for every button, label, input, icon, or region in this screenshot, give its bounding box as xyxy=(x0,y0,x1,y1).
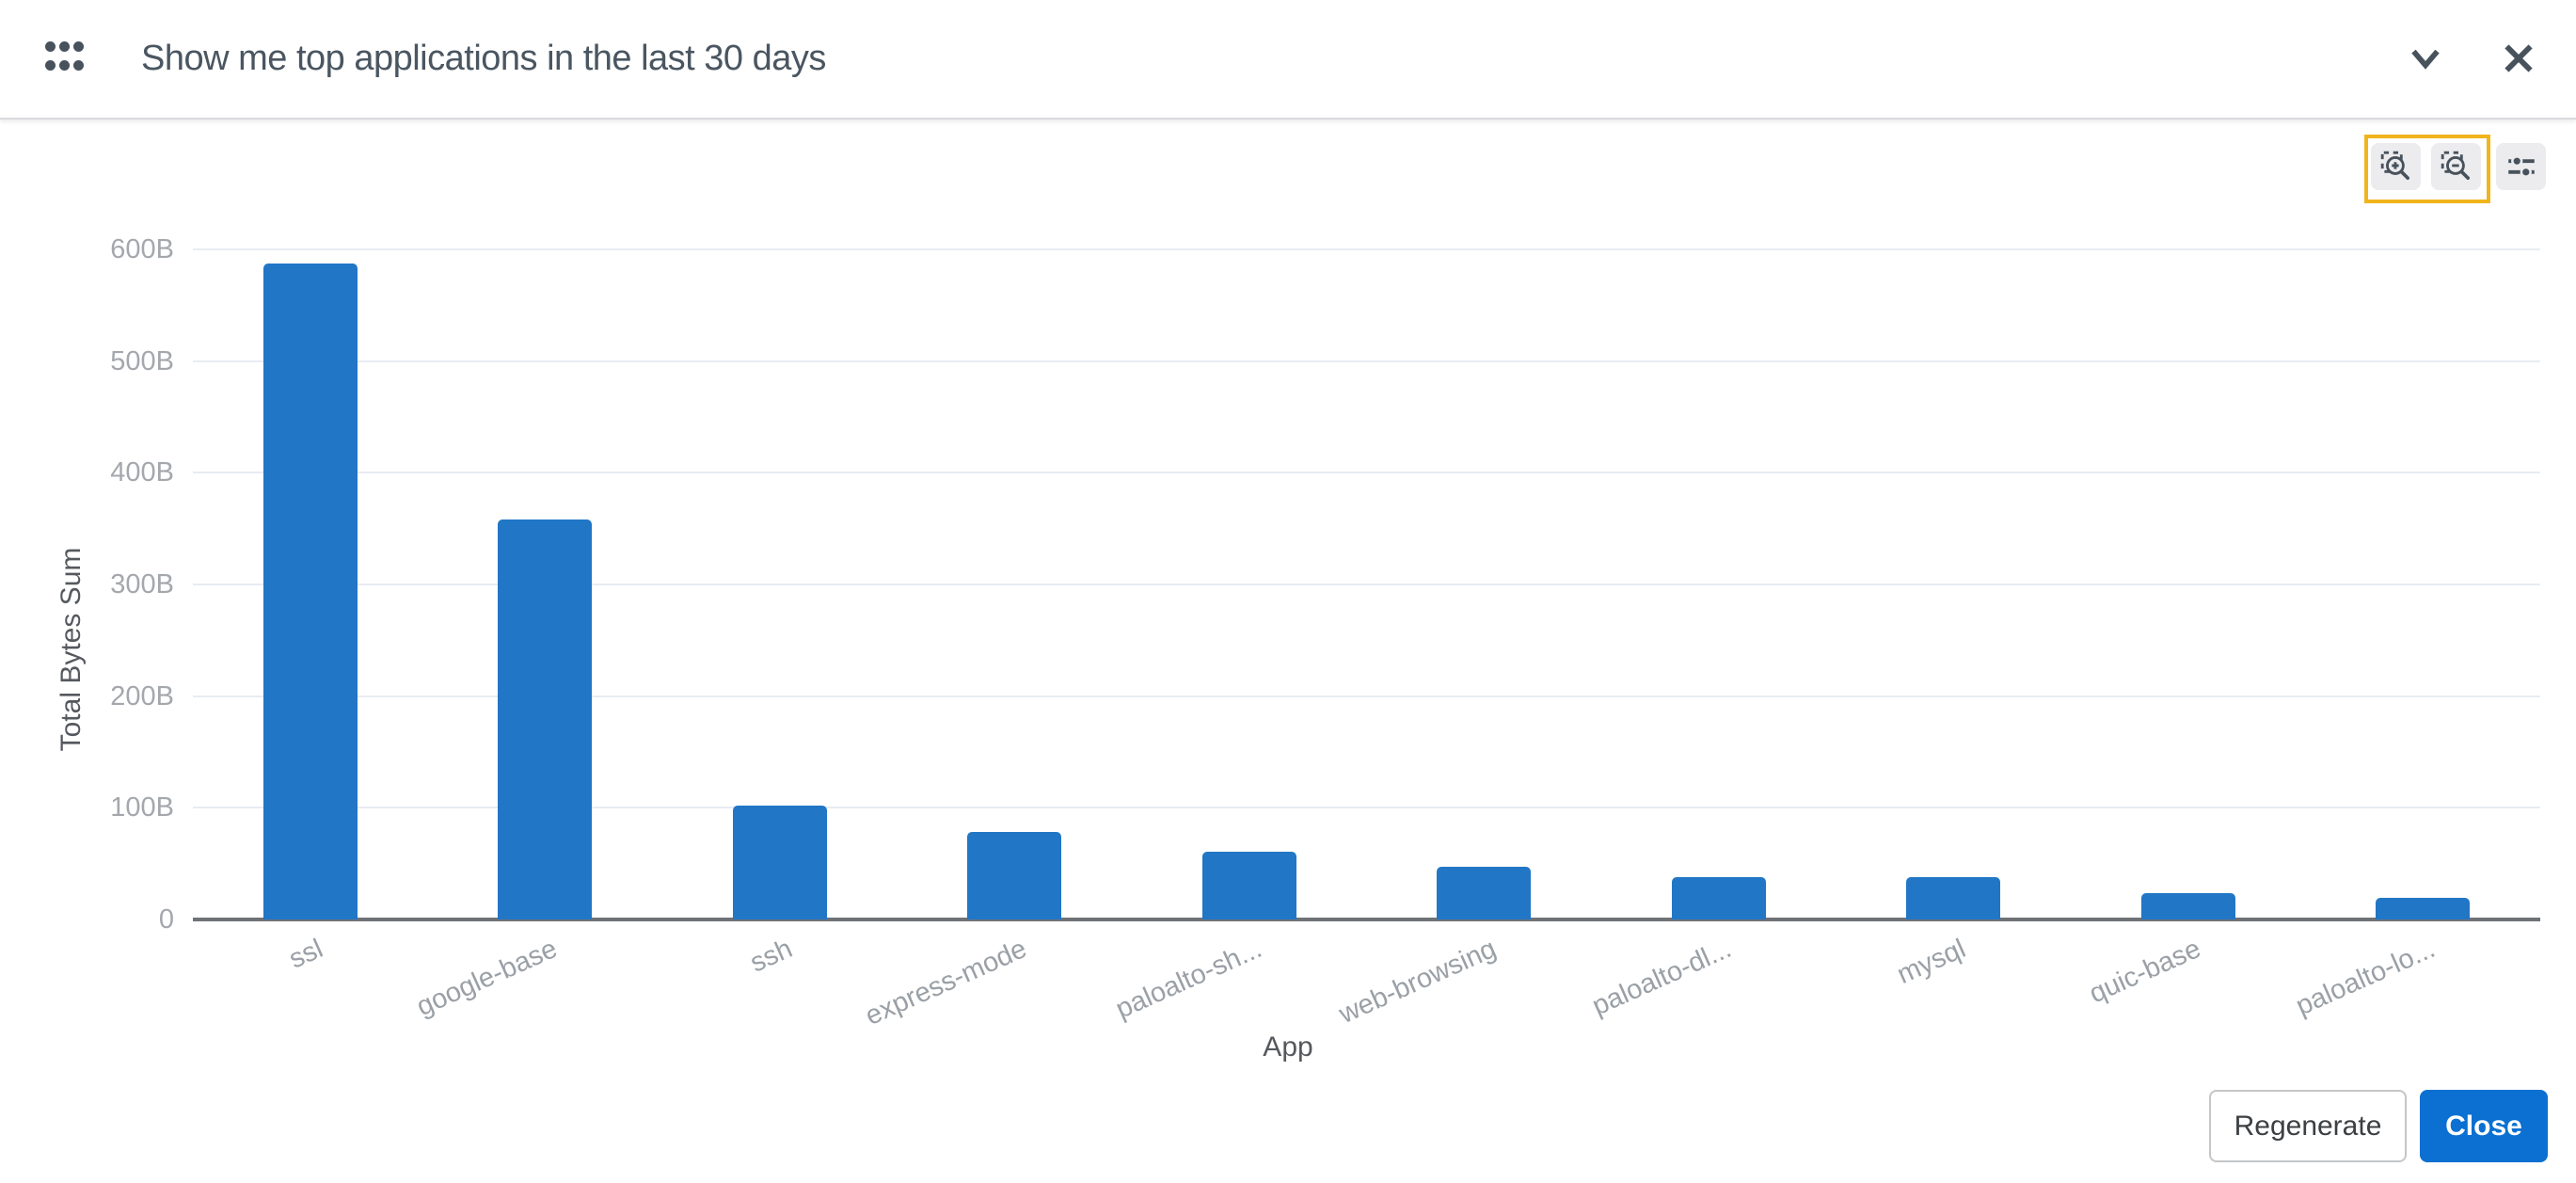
x-axis-tick-label: quic-base xyxy=(2084,934,2205,1010)
x-axis-tick-label: mysql xyxy=(1893,934,1971,991)
x-axis-tick-label: ssh xyxy=(745,934,797,979)
bar-paloalto-lo[interactable] xyxy=(2376,898,2471,919)
zoom-in-selection-icon xyxy=(2379,150,2413,184)
x-axis-tick-label: web-browsing xyxy=(1334,934,1502,1031)
gridline xyxy=(193,248,2540,250)
y-axis-tick-label: 100B xyxy=(110,792,174,823)
gridline xyxy=(193,695,2540,697)
bar-express-mode[interactable] xyxy=(967,832,1062,919)
dialog-title: Show me top applications in the last 30 … xyxy=(141,39,826,78)
y-axis-tick-label: 0 xyxy=(158,904,174,935)
dialog-header: Show me top applications in the last 30 … xyxy=(0,0,2576,120)
gridline xyxy=(193,807,2540,809)
plot-area xyxy=(193,248,2540,921)
zoom-out-selection-icon xyxy=(2440,150,2473,184)
y-axis-tick-label: 300B xyxy=(110,569,174,599)
bar-web-browsing[interactable] xyxy=(1437,867,1532,919)
x-axis-tick-label: paloalto-sh... xyxy=(1111,934,1266,1025)
bar-google-base[interactable] xyxy=(498,520,593,919)
gridline xyxy=(193,584,2540,585)
x-axis-tick-label: paloalto-dl... xyxy=(1587,934,1736,1022)
bar-mysql[interactable] xyxy=(1906,876,2001,919)
bar-quic-base[interactable] xyxy=(2140,892,2235,919)
close-icon xyxy=(2499,39,2538,78)
x-axis-tick-label: paloalto-lo... xyxy=(2291,934,2441,1022)
bar-paloalto-dl[interactable] xyxy=(1671,876,1766,919)
x-axis-line xyxy=(193,918,2540,921)
sliders-icon xyxy=(2504,150,2538,184)
bar-ssh[interactable] xyxy=(732,805,827,919)
close-dialog-button[interactable]: Close xyxy=(2420,1090,2548,1162)
bar-ssl[interactable] xyxy=(262,264,358,919)
x-axis-title: App xyxy=(1263,1031,1313,1063)
chart-settings-button[interactable] xyxy=(2496,143,2546,190)
dialog-close-button[interactable] xyxy=(2489,28,2549,88)
y-axis-tick-label: 600B xyxy=(110,234,174,264)
y-axis-tick-label: 200B xyxy=(110,680,174,711)
gridline xyxy=(193,472,2540,474)
y-axis-tick-label: 500B xyxy=(110,345,174,376)
bar-paloalto-sh[interactable] xyxy=(1201,851,1296,919)
zoom-in-button[interactable] xyxy=(2371,143,2421,190)
grid-dots-icon[interactable] xyxy=(45,41,84,71)
x-axis-tick-label: express-mode xyxy=(861,934,1032,1031)
gridline xyxy=(193,360,2540,362)
zoom-buttons-highlight xyxy=(2364,135,2490,203)
zoom-out-button[interactable] xyxy=(2431,143,2481,190)
chevron-down-icon xyxy=(2404,37,2447,80)
y-axis-tick-label: 400B xyxy=(110,457,174,488)
collapse-button[interactable] xyxy=(2395,28,2456,88)
x-axis-tick-label: google-base xyxy=(412,934,563,1023)
chart-area: Total Bytes Sum 0 100B 200B 300B 400B 500B 600… xyxy=(0,120,2576,1183)
x-axis-tick-label: ssl xyxy=(284,934,327,975)
regenerate-button[interactable]: Regenerate xyxy=(2209,1090,2407,1162)
